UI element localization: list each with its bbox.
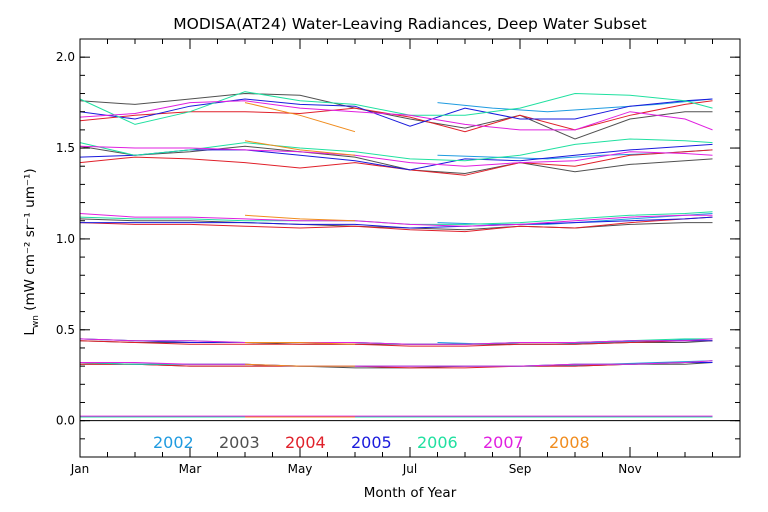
x-tick-label: Jan: [70, 462, 90, 476]
y-tick-label: 0.5: [56, 323, 75, 337]
series-line-2008-3: [245, 342, 356, 345]
series-line-2007-1: [79, 145, 713, 167]
svg-text:Lwn (mW cm⁻² sr⁻¹ um⁻¹): Lwn (mW cm⁻² sr⁻¹ um⁻¹): [22, 168, 41, 335]
y-tick-label: 0.0: [56, 414, 75, 428]
plot-frame: [79, 38, 741, 458]
series-line-2007-0: [79, 100, 713, 131]
series-line-2005-2: [80, 216, 713, 229]
series-line-2008-1: [244, 140, 356, 156]
series-line-2004-3: [79, 340, 713, 347]
series-line-2005-0: [79, 98, 713, 127]
x-tick-label: Sep: [509, 462, 532, 476]
series-line-2007-4: [80, 360, 713, 367]
series-2005: [79, 98, 713, 418]
y-tick-label: 1.0: [56, 232, 75, 246]
series-line-2008-0: [244, 102, 356, 133]
x-tick-label: May: [288, 462, 313, 476]
series-line-2003-1: [79, 145, 713, 175]
y-axis-label: Lwn (mW cm⁻² sr⁻¹ um⁻¹): [22, 168, 41, 335]
y-axis-label-sub: wn: [31, 315, 41, 328]
legend-entry-2003: 2003: [219, 433, 260, 452]
x-tick-label: Mar: [179, 462, 202, 476]
series-line-2002-1: [437, 149, 713, 160]
series-line-2008-2: [244, 214, 356, 222]
series-2003: [79, 92, 713, 418]
series-2007: [79, 100, 713, 417]
series-2008: [244, 102, 356, 418]
series-line-2006-1: [79, 138, 713, 162]
legend-entry-2008: 2008: [549, 433, 590, 452]
x-tick-label: Nov: [618, 462, 641, 476]
y-tick-label: 2.0: [56, 50, 75, 64]
legend-entry-2004: 2004: [285, 433, 326, 452]
series-line-2003-0: [79, 92, 713, 140]
x-axis-label: Month of Year: [364, 485, 457, 501]
series-line-2002-0: [437, 98, 713, 113]
axes-layer: Jan Mar May Jul Sep Nov 0.0 0.5 1.0 1.5 2.0: [56, 38, 741, 476]
series-line-2006-0: [79, 91, 713, 125]
series-line-2007-2: [79, 213, 713, 227]
legend-entry-2007: 2007: [483, 433, 524, 452]
x-tick-label: Jul: [402, 462, 417, 476]
legend-entry-2002: 2002: [153, 433, 194, 452]
y-tick-label: 1.5: [56, 141, 75, 155]
legend-entry-2006: 2006: [417, 433, 458, 452]
chart-title: MODISA(AT24) Water-Leaving Radiances, De…: [173, 15, 646, 33]
series-line-2004-2: [79, 216, 713, 233]
legend-entry-2005: 2005: [351, 433, 392, 452]
series-line-2007-3: [79, 338, 713, 345]
legend: 2002 2003 2004 2005 2006 2007 2008: [153, 433, 590, 452]
series-layer: [79, 91, 713, 418]
y-axis-label-units: (mW cm⁻² sr⁻¹ um⁻¹): [22, 168, 38, 310]
series-line-2008-4: [244, 363, 355, 367]
y-axis-label-main: L: [22, 328, 38, 336]
